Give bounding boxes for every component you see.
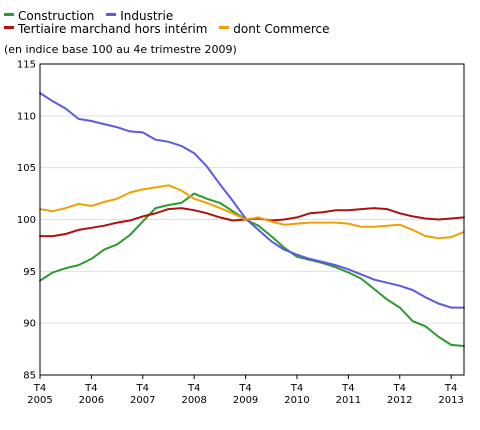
series-lines — [39, 92, 465, 347]
y-axis: 85 90 95 100 105 110 115 — [17, 60, 36, 382]
x-tick-label-year: 2007 — [130, 395, 155, 406]
plot-frame — [39, 63, 465, 376]
x-axis: T42005T42006T42007T42008T42009T42010T420… — [27, 375, 464, 406]
legend-swatch-commerce — [219, 26, 230, 29]
series-line-industrie — [39, 92, 465, 309]
x-tick-label-year: 2008 — [181, 395, 206, 406]
x-tick-label-quarter: T4 — [187, 383, 200, 394]
legend-item-industrie: Industrie — [106, 10, 173, 23]
y-tick-label: 105 — [17, 163, 36, 174]
y-tick-label: 115 — [17, 60, 36, 71]
x-tick-label-quarter: T4 — [393, 383, 406, 394]
x-tick-label-year: 2005 — [27, 395, 52, 406]
x-tick-label-quarter: T4 — [84, 383, 97, 394]
x-tick-label-quarter: T4 — [341, 383, 354, 394]
x-tick-label-quarter: T4 — [290, 383, 303, 394]
y-tick-label: 95 — [23, 267, 36, 278]
series-line-dont-commerce — [39, 184, 465, 240]
chart-subtitle: (en indice base 100 au 4e trimestre 2009… — [4, 43, 237, 56]
x-tick-label-quarter: T4 — [136, 383, 149, 394]
legend-item-construction: Construction — [4, 10, 94, 23]
x-tick-label-year: 2012 — [387, 395, 412, 406]
legend-item-tertiaire: Tertiaire marchand hors intérim — [4, 23, 207, 36]
legend-swatch-tertiaire — [4, 26, 14, 29]
x-tick-label-year: 2011 — [336, 395, 361, 406]
x-tick-label-quarter: T4 — [238, 383, 251, 394]
legend-label-commerce: dont Commerce — [233, 22, 330, 36]
legend-swatch-industrie — [106, 13, 117, 16]
chart-legend: Construction Industrie Tertiaire marchan… — [4, 10, 474, 36]
legend-label-industrie: Industrie — [120, 9, 174, 23]
series-line-construction — [39, 192, 465, 347]
y-tick-label: 90 — [23, 319, 36, 330]
x-tick-label-year: 2009 — [233, 395, 258, 406]
y-tick-label: 85 — [23, 371, 36, 382]
x-tick-label-year: 2006 — [79, 395, 104, 406]
x-tick-label-quarter: T4 — [33, 383, 46, 394]
y-tick-label: 110 — [17, 111, 36, 122]
legend-item-commerce: dont Commerce — [219, 22, 330, 36]
legend-row-1: Construction Industrie — [4, 10, 474, 23]
legend-swatch-construction — [4, 13, 14, 16]
legend-row-2: Tertiaire marchand hors intérim dont Com… — [4, 23, 474, 36]
x-tick-label-quarter: T4 — [444, 383, 457, 394]
x-tick-label-year: 2010 — [284, 395, 309, 406]
y-tick-label: 100 — [17, 215, 36, 226]
legend-label-construction: Construction — [18, 9, 95, 23]
x-tick-label-year: 2013 — [438, 395, 463, 406]
legend-label-tertiaire: Tertiaire marchand hors intérim — [18, 22, 208, 36]
